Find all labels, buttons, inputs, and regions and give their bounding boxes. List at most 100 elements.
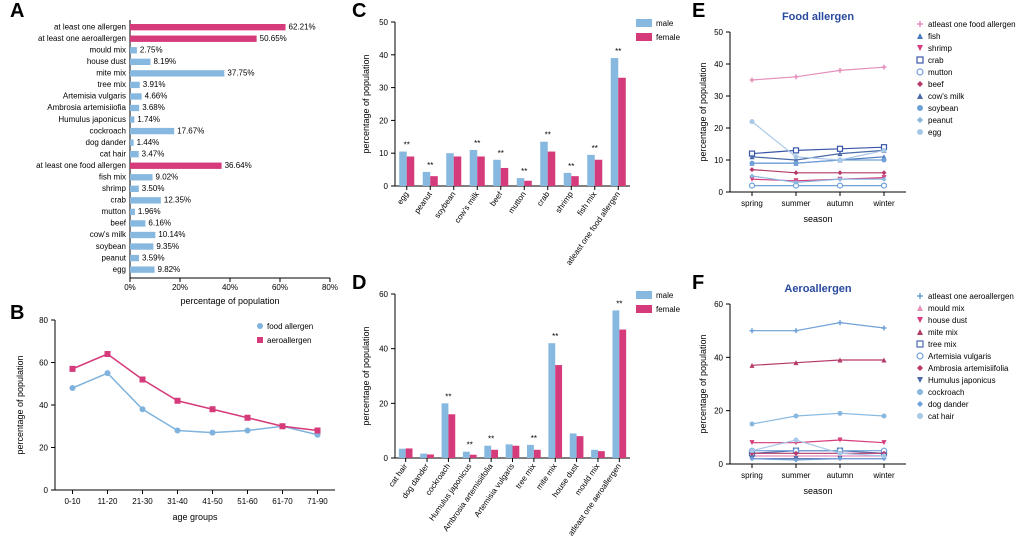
svg-text:tree mix: tree mix	[928, 340, 956, 349]
bar	[130, 116, 134, 122]
svg-text:soybean: soybean	[96, 242, 126, 251]
bar	[130, 266, 155, 272]
svg-text:shrimp: shrimp	[554, 190, 575, 215]
chart-b: 0204060800-1011-2021-3031-4041-5051-6061…	[0, 310, 355, 540]
svg-text:0: 0	[719, 188, 724, 197]
svg-text:**: **	[592, 144, 598, 153]
bar	[130, 232, 155, 238]
svg-text:**: **	[615, 47, 621, 56]
svg-text:at least one aeroallergen: at least one aeroallergen	[38, 34, 126, 43]
bar	[130, 174, 153, 180]
bar	[130, 105, 139, 111]
svg-text:12.35%: 12.35%	[164, 196, 191, 205]
bar	[130, 82, 140, 88]
svg-text:peanut: peanut	[102, 253, 127, 262]
svg-text:food allergen: food allergen	[267, 322, 313, 331]
svg-text:**: **	[552, 332, 558, 341]
svg-text:**: **	[467, 441, 473, 450]
svg-text:1.96%: 1.96%	[138, 207, 161, 216]
svg-text:tree mix: tree mix	[98, 80, 126, 89]
svg-text:winter: winter	[872, 471, 895, 480]
bar	[130, 128, 174, 134]
svg-text:17.67%: 17.67%	[177, 126, 204, 135]
svg-text:**: **	[488, 435, 494, 444]
svg-text:3.59%: 3.59%	[142, 253, 165, 262]
bar	[130, 151, 139, 157]
svg-text:mould mix: mould mix	[90, 45, 126, 54]
svg-text:20%: 20%	[172, 283, 188, 292]
chart-a: 0%20%40%60%80%percentage of populationat…	[0, 6, 355, 306]
svg-text:10: 10	[379, 149, 388, 158]
svg-text:Artemisia vulgaris: Artemisia vulgaris	[928, 352, 991, 361]
svg-text:winter: winter	[872, 199, 895, 208]
svg-text:cockroach: cockroach	[90, 126, 126, 135]
svg-text:30: 30	[714, 92, 723, 101]
svg-text:Artemisia vulgaris: Artemisia vulgaris	[63, 92, 126, 101]
svg-text:0-10: 0-10	[64, 497, 81, 506]
svg-text:10.14%: 10.14%	[158, 230, 185, 239]
svg-text:beef: beef	[110, 219, 126, 228]
bar	[130, 59, 150, 65]
svg-text:**: **	[445, 392, 451, 401]
svg-text:40: 40	[379, 51, 388, 60]
svg-text:40%: 40%	[222, 283, 238, 292]
svg-text:summer: summer	[782, 471, 811, 480]
svg-text:peanut: peanut	[928, 116, 953, 125]
svg-text:egg: egg	[113, 265, 126, 274]
svg-text:cockroach: cockroach	[928, 388, 964, 397]
svg-text:80: 80	[39, 316, 48, 325]
svg-text:**: **	[616, 299, 622, 308]
svg-text:spring: spring	[741, 471, 763, 480]
svg-text:3.91%: 3.91%	[143, 80, 166, 89]
svg-text:31-40: 31-40	[167, 497, 188, 506]
svg-text:male: male	[656, 19, 674, 28]
svg-text:percentage of population: percentage of population	[15, 355, 25, 454]
svg-text:percentage of population: percentage of population	[361, 54, 371, 153]
svg-text:cow's milk: cow's milk	[453, 189, 482, 225]
svg-text:at least one allergen: at least one allergen	[54, 22, 126, 31]
svg-text:**: **	[427, 161, 433, 170]
svg-text:60%: 60%	[272, 283, 288, 292]
svg-text:male: male	[656, 291, 674, 300]
bar	[130, 163, 222, 169]
svg-text:37.75%: 37.75%	[227, 69, 254, 78]
svg-text:Artemisia vulgaris: Artemisia vulgaris	[473, 462, 517, 519]
svg-text:41-50: 41-50	[202, 497, 223, 506]
chart-f: Aeroallergen0204060springsummerautumnwin…	[688, 278, 1020, 538]
svg-text:soybean: soybean	[433, 190, 458, 220]
svg-text:20: 20	[714, 407, 723, 416]
svg-text:peanut: peanut	[412, 189, 434, 215]
svg-text:crab: crab	[535, 190, 552, 208]
svg-text:6.16%: 6.16%	[148, 219, 171, 228]
svg-text:female: female	[656, 305, 681, 314]
svg-text:**: **	[498, 149, 504, 158]
svg-text:autumn: autumn	[827, 471, 854, 480]
svg-text:1.74%: 1.74%	[137, 115, 160, 124]
svg-text:0: 0	[384, 182, 389, 191]
bar	[130, 93, 142, 99]
svg-text:age groups: age groups	[172, 512, 218, 522]
svg-text:aeroallergen: aeroallergen	[267, 336, 311, 345]
svg-text:crab: crab	[110, 196, 126, 205]
svg-text:mite mix: mite mix	[928, 328, 958, 337]
svg-text:house dust: house dust	[928, 316, 968, 325]
svg-text:**: **	[521, 167, 527, 176]
svg-text:spring: spring	[741, 199, 763, 208]
svg-text:51-60: 51-60	[237, 497, 258, 506]
bar	[130, 255, 139, 261]
svg-text:3.68%: 3.68%	[142, 103, 165, 112]
svg-text:cat hair: cat hair	[387, 462, 410, 489]
svg-text:62.21%: 62.21%	[289, 22, 316, 31]
svg-text:crab: crab	[928, 56, 944, 65]
svg-text:20: 20	[39, 444, 48, 453]
svg-text:cow's milk: cow's milk	[928, 92, 965, 101]
svg-text:Aeroallergen: Aeroallergen	[784, 283, 852, 295]
svg-text:36.64%: 36.64%	[225, 161, 252, 170]
svg-text:**: **	[404, 141, 410, 150]
svg-text:fish: fish	[928, 32, 940, 41]
svg-text:mutton: mutton	[928, 68, 952, 77]
svg-text:atleast one aeroallergen: atleast one aeroallergen	[928, 292, 1014, 301]
svg-text:10: 10	[714, 156, 723, 165]
svg-text:9.02%: 9.02%	[156, 172, 179, 181]
svg-text:9.35%: 9.35%	[156, 242, 179, 251]
